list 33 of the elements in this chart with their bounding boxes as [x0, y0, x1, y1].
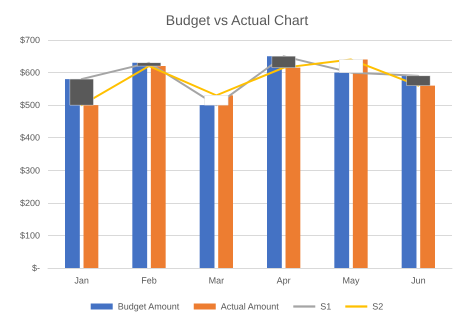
- y-tick-label: $200: [20, 198, 40, 208]
- bar: [84, 105, 98, 268]
- legend-label: S2: [372, 302, 384, 312]
- bar: [267, 56, 282, 268]
- bar: [200, 105, 214, 268]
- bar: [286, 68, 300, 268]
- bar: [272, 56, 296, 68]
- y-tick-label: $500: [20, 100, 40, 110]
- legend-label: Budget Amount: [118, 302, 180, 312]
- x-tick-label: Mar: [208, 276, 224, 286]
- x-tick-label: May: [342, 276, 360, 286]
- y-tick-label: $700: [20, 35, 40, 45]
- y-tick-label: $100: [20, 230, 40, 240]
- bar: [406, 76, 430, 86]
- y-tick-label: $300: [20, 165, 40, 176]
- bar: [352, 60, 368, 268]
- legend-label: S1: [320, 302, 332, 312]
- bar: [420, 86, 435, 268]
- x-tick-label: Jan: [74, 276, 89, 286]
- y-tick-label: $400: [20, 132, 40, 143]
- bar: [132, 62, 148, 268]
- x-tick-label: Apr: [276, 276, 291, 286]
- bar: [150, 66, 166, 268]
- x-tick-label: Feb: [141, 276, 157, 286]
- bar: [218, 95, 233, 268]
- legend-label: Actual Amount: [220, 302, 280, 312]
- x-tick-label: Jun: [411, 276, 426, 286]
- chart-title: Budget vs Actual Chart: [166, 12, 308, 28]
- bar: [136, 62, 162, 66]
- bar: [402, 76, 416, 268]
- y-tick-label: $-: [32, 263, 40, 273]
- bar: [334, 72, 350, 268]
- y-tick-label: $600: [20, 68, 40, 78]
